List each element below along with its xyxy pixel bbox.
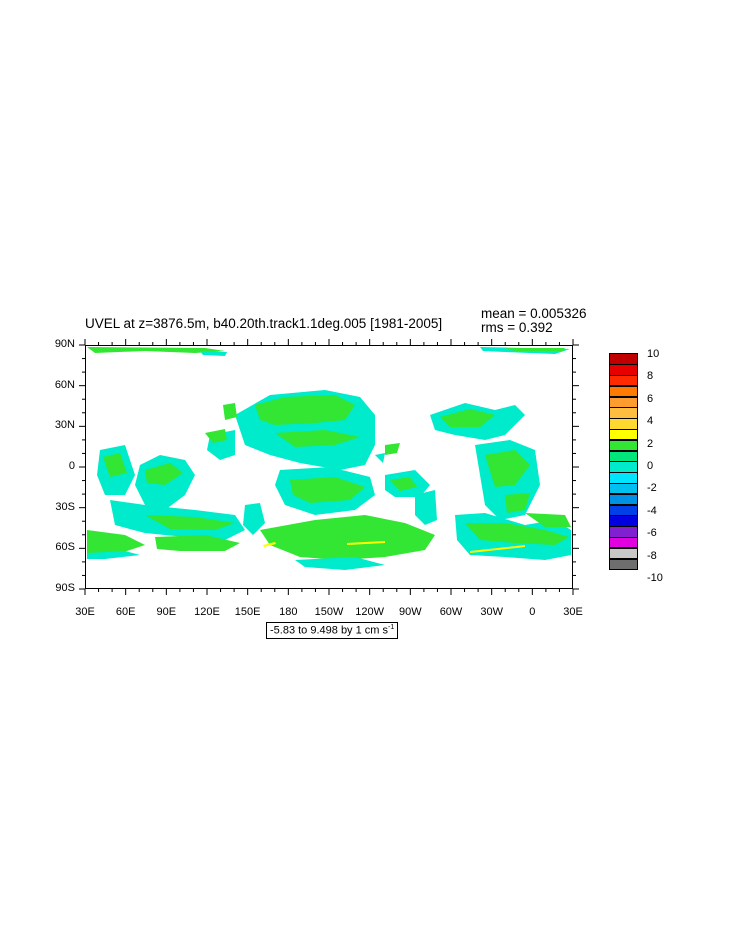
field-region-indian-north-green bbox=[145, 463, 183, 485]
velocity-field bbox=[87, 347, 571, 570]
colorbar-label: -2 bbox=[647, 482, 657, 495]
longitude-label: 60E bbox=[115, 606, 136, 618]
colorbar-label: 0 bbox=[647, 460, 654, 472]
latitude-label: 60N bbox=[54, 378, 75, 391]
colorbar-box bbox=[609, 504, 638, 516]
colorbar-box bbox=[609, 439, 638, 452]
colorbar-label: -8 bbox=[647, 549, 657, 562]
field-streak-yellow-2 bbox=[347, 541, 385, 545]
longitude-label: 90E bbox=[156, 606, 177, 618]
field-region-southern-atlantic-green bbox=[465, 523, 569, 545]
longitude-label: 180 bbox=[279, 606, 298, 618]
colorbar-label: -4 bbox=[647, 504, 657, 517]
field-region-southern-atlantic-green2 bbox=[525, 513, 571, 527]
latitude-label: 0 bbox=[68, 460, 75, 472]
colorbar-box bbox=[609, 353, 638, 365]
field-region-southern-west-cyan bbox=[87, 551, 140, 559]
colorbar-box bbox=[609, 396, 638, 408]
field-region-indian-south-green bbox=[145, 515, 235, 530]
colorbar-label: 2 bbox=[647, 437, 654, 450]
field-region-atlantic-center-green2 bbox=[505, 493, 530, 513]
latitude-label: 90N bbox=[54, 338, 75, 350]
field-region-tasman bbox=[243, 503, 265, 535]
range-label-text: -5.83 to 9.498 by 1 cm s bbox=[270, 624, 389, 637]
colorbar-box bbox=[609, 428, 638, 441]
field-region-atlantic-north-green bbox=[440, 409, 495, 427]
colorbar-box bbox=[609, 558, 638, 570]
latitude-label: 30N bbox=[54, 419, 75, 432]
longitude-label: 60W bbox=[439, 606, 463, 618]
field-region-pacific-west-green bbox=[205, 429, 227, 443]
field-region-atlantic-center-green bbox=[485, 450, 530, 487]
colorbar-label: -10 bbox=[647, 572, 663, 584]
map-ticks bbox=[79, 339, 579, 595]
field-region-southern-west bbox=[87, 530, 145, 555]
field-region-arctic-mid bbox=[200, 351, 227, 356]
colorbar-box bbox=[609, 364, 638, 376]
colorbar-box bbox=[609, 482, 638, 495]
plot-title: UVEL at z=3876.5m, b40.20th.track1.1deg.… bbox=[85, 316, 443, 331]
field-region-pacific-north-green2 bbox=[275, 430, 360, 447]
colorbar-label: -6 bbox=[647, 527, 657, 540]
colorbar-box bbox=[609, 547, 638, 560]
longitude-label: 150E bbox=[234, 606, 261, 618]
map-plot bbox=[79, 339, 579, 595]
longitude-label: 30E bbox=[563, 606, 583, 618]
field-region-southern-australia bbox=[155, 535, 240, 551]
colorbar-box bbox=[609, 493, 638, 506]
field-region-pacific-center-green bbox=[290, 477, 365, 503]
longitude-label: 30E bbox=[75, 606, 95, 618]
field-streak-yellow-1 bbox=[263, 542, 276, 547]
latitude-label: 90S bbox=[55, 582, 75, 594]
colorbar bbox=[609, 353, 638, 570]
colorbar-box bbox=[609, 515, 638, 527]
longitude-label: 150W bbox=[314, 606, 344, 618]
field-region-scatter-2 bbox=[375, 453, 385, 463]
field-region-arctic-east2 bbox=[505, 348, 565, 351]
field-region-scatter-1 bbox=[385, 443, 400, 455]
field-region-africa-east-green bbox=[103, 453, 127, 477]
longitude-label: 30W bbox=[480, 606, 503, 618]
longitude-label: 120W bbox=[355, 606, 385, 618]
colorbar-box bbox=[609, 461, 638, 473]
colorbar-label: 4 bbox=[647, 415, 654, 428]
map-frame bbox=[85, 345, 573, 589]
colorbar-box bbox=[609, 418, 638, 430]
field-region-atlantic-west-green bbox=[390, 477, 417, 491]
field-region-pacific-north-green bbox=[255, 395, 355, 425]
colorbar-box bbox=[609, 375, 638, 387]
field-region-pacific-south-cyan bbox=[295, 557, 385, 570]
field-region-scatter-3 bbox=[223, 403, 237, 420]
range-label-superscript: -1 bbox=[388, 624, 395, 631]
longitude-label: 0 bbox=[529, 606, 536, 618]
colorbar-box bbox=[609, 526, 638, 538]
field-region-brazil bbox=[415, 490, 437, 525]
latitude-label: 30S bbox=[55, 500, 75, 513]
colorbar-box bbox=[609, 472, 638, 484]
field-region-pacific-south bbox=[260, 515, 435, 560]
field-streak-yellow-3 bbox=[470, 545, 525, 553]
colorbar-box bbox=[609, 385, 638, 398]
colorbar-box bbox=[609, 450, 638, 462]
longitude-label: 90W bbox=[399, 606, 422, 618]
longitude-label: 120E bbox=[194, 606, 220, 618]
colorbar-box bbox=[609, 536, 638, 549]
latitude-label: 60S bbox=[55, 541, 75, 554]
colorbar-label: 6 bbox=[647, 392, 654, 405]
range-label: -5.83 to 9.498 by 1 cm s-1 bbox=[266, 622, 399, 639]
field-region-arctic-west bbox=[87, 347, 225, 353]
colorbar-label: 8 bbox=[647, 370, 654, 383]
colorbar-label: 10 bbox=[647, 348, 660, 360]
rms-value: rms = 0.392 bbox=[481, 320, 553, 335]
colorbar-box bbox=[609, 407, 638, 419]
mean-value: mean = 0.005326 bbox=[481, 306, 587, 321]
